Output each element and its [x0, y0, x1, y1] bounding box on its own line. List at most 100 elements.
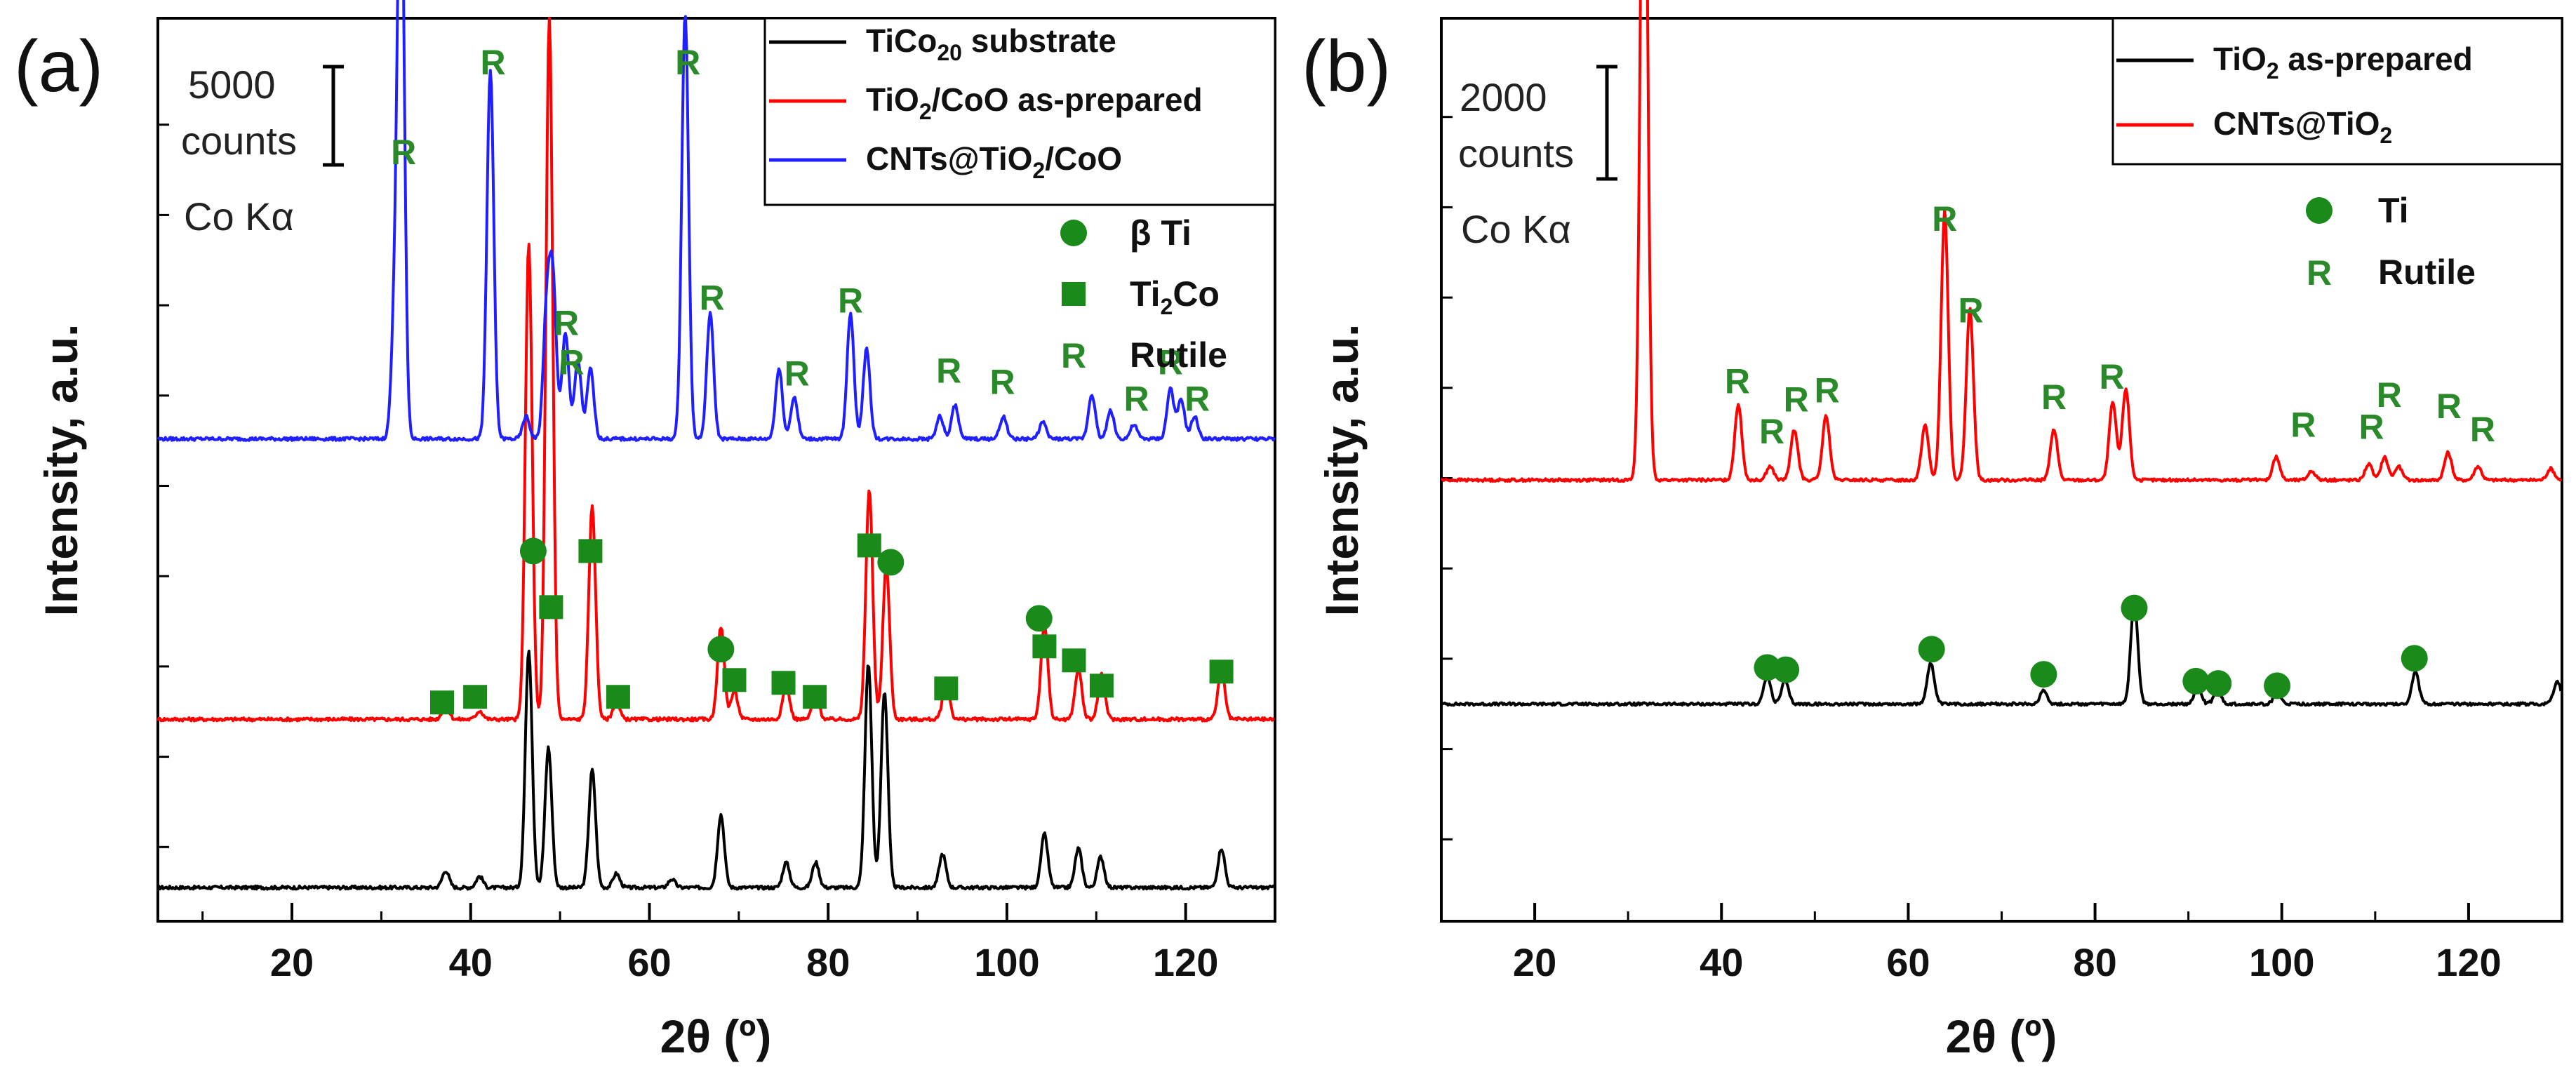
- panel-a-marker-key: β Ti Ti2Co R Rutile: [1060, 213, 1227, 375]
- panel-a-key-circle: [1060, 220, 1087, 246]
- panel-a-ti-marker: [1025, 605, 1053, 632]
- panel-a-key-label: Ti2Co: [1130, 274, 1220, 319]
- panel-b-scale-unit: counts: [1458, 131, 1574, 175]
- panel-b-rutile-marker: R: [1815, 370, 1840, 410]
- panel-a-legend: TiCo20 substrate TiO2/CoO as-prepared CNTs…: [769, 22, 1203, 183]
- panel-b-series: [1440, 0, 2563, 707]
- panel-b-rutile-marker: R: [2290, 405, 2316, 444]
- panel-a-scale-value: 5000: [188, 62, 276, 107]
- panel-b-rutile-marker: R: [2377, 375, 2402, 415]
- panel-b-xtick-label: 60: [1886, 940, 1930, 984]
- panel-a-rutile-marker: R: [1184, 380, 1210, 419]
- panel-a-rutile-marker: R: [989, 363, 1015, 402]
- panel-a-ti2co-marker: [578, 539, 603, 563]
- panel-a-radiation: Co Kα: [184, 194, 294, 239]
- panel-b-key-label: Rutile: [2378, 253, 2476, 292]
- panel-a-key-r: R: [1061, 336, 1086, 375]
- panel-a-rutile-marker: R: [559, 343, 585, 382]
- panel-b-ti-marker: [2182, 667, 2210, 695]
- panel-a-legend-label: TiCo20 substrate: [866, 22, 1116, 65]
- panel-a-label: (a): [14, 26, 103, 107]
- panel-b-rutile-marker: R: [1932, 199, 1957, 239]
- panel-a-rutile-marker: R: [675, 43, 700, 82]
- panel-a-ti-marker: [519, 537, 547, 565]
- panel-b-ti-marker: [2205, 670, 2232, 697]
- panel-a-ti2co-marker: [857, 533, 881, 558]
- panel-a-key-square: [1062, 282, 1086, 306]
- panel-a-rutile-marker: R: [1158, 343, 1183, 382]
- panel-a-rutile-marker: R: [554, 304, 579, 343]
- panel-a-rutile-marker: R: [1124, 380, 1149, 419]
- panel-a-xtick-label: 100: [974, 940, 1039, 984]
- panel-b-rutile-marker: R: [1784, 380, 1809, 419]
- panel-b-xtick-label: 40: [1700, 940, 1743, 984]
- panel-b-legend: TiO2 as-prepared CNTs@TiO2: [2116, 41, 2473, 148]
- panel-b-ti-marker: [2264, 672, 2291, 700]
- panel-a-ti2co-marker: [771, 671, 796, 695]
- panel-a-ti-marker: [877, 549, 905, 576]
- panel-b-key-r: R: [2307, 253, 2332, 293]
- panel-b-rutile-marker: R: [1958, 290, 1984, 330]
- panel-b-series-line: [1440, 599, 2563, 707]
- panel-a-key-label: Rutile: [1130, 335, 1227, 375]
- panel-b-marker-key: Ti R Rutile: [2306, 191, 2476, 293]
- panel-a-rutile-marker: R: [391, 133, 416, 172]
- panel-a-rutile-marker: R: [785, 354, 810, 394]
- panel-a-rutile-marker: R: [838, 281, 863, 321]
- panel-a-ti2co-marker: [539, 595, 563, 620]
- panel-a-xtick-label: 20: [270, 940, 314, 984]
- panel-b-rutile-marker: R: [1725, 361, 1750, 401]
- panel-a-ti2co-marker: [722, 668, 747, 692]
- panel-a-ti2co-marker: [606, 685, 630, 709]
- panel-b-ti-marker: [1918, 636, 1945, 663]
- panel-b-xtick-label: 100: [2249, 940, 2314, 984]
- panel-a-scale-unit: counts: [181, 119, 297, 163]
- panel-b-ylabel: Intensity, a.u.: [1316, 324, 1368, 617]
- panel-b-rutile-marker: R: [2099, 357, 2124, 396]
- panel-b-series-line: [1440, 0, 2563, 483]
- panel-a-series: [156, 0, 1276, 891]
- panel-b-rutile-marker: R: [2436, 387, 2462, 426]
- panel-a-xtick-label: 120: [1153, 940, 1218, 984]
- panel-b-xtick-label: 80: [2073, 940, 2116, 984]
- panel-a-legend-box: [763, 17, 1276, 206]
- panel-a-xlabel: 2θ (º): [660, 1010, 772, 1062]
- panel-a-ti2co-marker: [934, 676, 959, 701]
- panel-a-xtick-label: 60: [627, 940, 671, 984]
- panel-a-key-label: β Ti: [1130, 213, 1192, 253]
- panel-b-label: (b): [1302, 26, 1391, 107]
- panel-a-rutile-marker: R: [481, 43, 506, 82]
- panel-a-xtick-label: 80: [806, 940, 850, 984]
- panel-b-ti-marker: [2121, 594, 2148, 622]
- panel-a-ti-marker: [707, 636, 735, 663]
- panel-b-scale-value: 2000: [1460, 75, 1547, 119]
- panel-b-rutile-marker: R: [2041, 377, 2067, 417]
- panel-a-ti2co-marker: [1032, 634, 1057, 659]
- panel-a-series-line: [156, 16, 1275, 723]
- panel-a-ti2co-marker: [1089, 674, 1114, 698]
- panel-a-ti2co-marker: [430, 690, 455, 715]
- panel-a-rutile-marker: R: [700, 279, 725, 318]
- panel-b-rutile-marker: R: [2470, 410, 2495, 449]
- panel-a-ticks: 20 40 60 80 100 120: [158, 123, 1276, 984]
- panel-b-ti-marker: [2401, 645, 2428, 672]
- panel-a-ti2co-marker: [1209, 660, 1234, 684]
- panel-b-xtick-label: 120: [2436, 940, 2501, 984]
- panel-a-series-line: [157, 650, 1276, 891]
- panel-b-xtick-label: 20: [1513, 940, 1556, 984]
- panel-a-legend-label: CNTs@TiO2/CoO: [866, 140, 1122, 183]
- panel-a-xtick-label: 40: [449, 940, 493, 984]
- panel-b-annotations: RRRRRRRRRRRRRR: [1725, 199, 2495, 700]
- panel-b-rutile-marker: R: [2358, 408, 2384, 447]
- panel-b-radiation: Co Kα: [1461, 207, 1571, 251]
- panel-b-legend-box: [2111, 17, 2563, 166]
- panel-a-ti2co-marker: [463, 685, 488, 709]
- panel-a-ylabel: Intensity, a.u.: [35, 324, 87, 617]
- panel-b-ticks: 20 40 60 80 100 120: [1440, 116, 2563, 984]
- panel-b-legend-label: TiO2 as-prepared: [2213, 41, 2473, 83]
- panel-b-xlabel: 2θ (º): [1946, 1010, 2057, 1062]
- panel-a-series-line: [156, 0, 1276, 442]
